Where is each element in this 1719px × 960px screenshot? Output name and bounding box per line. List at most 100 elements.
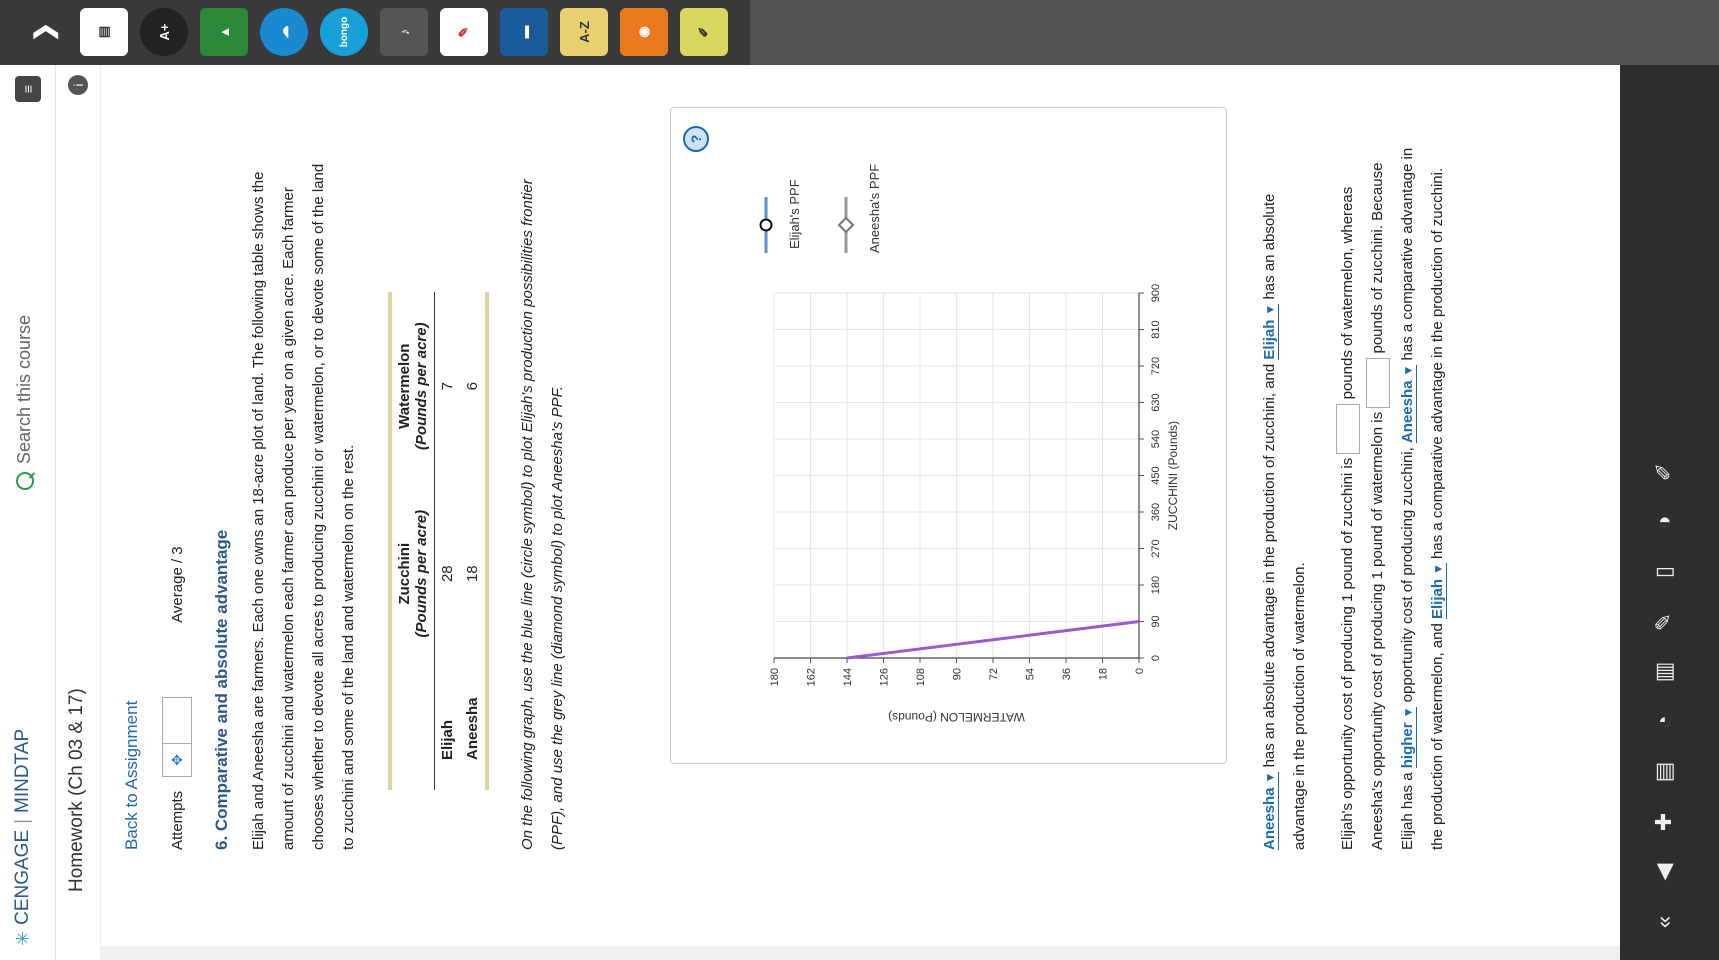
brand-logo[interactable]: ✳ CENGAGE | MINDTAP <box>12 729 34 946</box>
y-tick-label: 180 <box>769 668 781 686</box>
attempts-row: Attempts ✥ Average / 3 <box>162 130 192 850</box>
y-tick-label: 18 <box>1098 668 1110 680</box>
top-header: ✳ CENGAGE | MINDTAP Search this course ≡… <box>0 0 56 960</box>
cell-zucchini: 28 <box>439 565 456 583</box>
comparative-advantage-watermelon-dropdown[interactable]: Aneesha▼ <box>1399 364 1417 444</box>
legend-elijah-circle-icon <box>759 218 773 232</box>
x-tick-label: 360 <box>1150 503 1162 521</box>
flashcard-icon[interactable]: ✎ <box>1651 612 1676 632</box>
graph-instruction: On the following graph, use the blue lin… <box>519 179 566 850</box>
collapse-dock-icon[interactable]: ❯ <box>30 21 58 43</box>
comparative-advantage-zucchini-dropdown[interactable]: Elijah▼ <box>1429 563 1447 620</box>
y-tick-label: 36 <box>1061 668 1073 680</box>
brand-cengage: CENGAGE <box>12 829 33 925</box>
notebook-icon[interactable]: ≡ <box>14 76 41 102</box>
app-book-icon[interactable]: ▬ <box>500 8 548 56</box>
content-rail <box>100 946 1719 960</box>
absolute-advantage-sentence: Aneesha▼ has an absolute advantage in th… <box>1261 193 1308 850</box>
app-dock: ❯ ▤ A+ ▲ ☁ bongo ♪ ✎ ▬ A-Z ◉ ✐ <box>0 0 1719 65</box>
search-input[interactable]: Search this course <box>14 314 34 464</box>
x-tick-label: 450 <box>1150 466 1162 484</box>
back-to-assignment-link[interactable]: Back to Assignment <box>122 700 141 850</box>
y-tick-label: 54 <box>1025 668 1037 680</box>
y-tick-label: 0 <box>1134 668 1146 674</box>
app-drive-icon[interactable]: ▲ <box>200 8 248 56</box>
attempts-box: ✥ <box>162 696 192 777</box>
absolute-advantage-zucchini-dropdown[interactable]: Aneesha▼ <box>1261 771 1279 850</box>
legend-elijah-label: Elijah's PPF <box>787 179 802 249</box>
x-tick-label: 630 <box>1150 393 1162 411</box>
ppf-chart[interactable]: 0 90 180 270 360 450 540 630 720 810 900 0 18 36 54 72 9… <box>671 108 1226 763</box>
aneesha-oc-input[interactable] <box>1366 357 1391 408</box>
question-title: 6. Comparative and absolute advantage <box>212 529 231 850</box>
book-icon[interactable]: ▤ <box>1651 761 1676 783</box>
y-tick-label: 72 <box>988 668 1000 680</box>
ppf-graph-panel: ? 0 90 180 270 360 450 540 630 720 810 900 0 18 36 54 7… <box>670 107 1227 764</box>
x-tick-label: 90 <box>1150 615 1162 627</box>
higher-lower-dropdown[interactable]: higher▼ <box>1399 706 1417 769</box>
app-bongo-icon[interactable]: bongo <box>320 8 368 56</box>
dashboard-icon[interactable]: ◔ <box>1651 715 1676 729</box>
x-tick-label: 720 <box>1150 357 1162 375</box>
app-aplus-icon[interactable]: A+ <box>140 8 188 56</box>
average-label: Average / 3 <box>168 546 186 623</box>
x-tick-label: 810 <box>1150 320 1162 338</box>
attempt-empty-cell <box>163 698 191 743</box>
col-watermelon-header: Watermelon (Pounds per acre) <box>392 292 435 480</box>
absolute-advantage-watermelon-dropdown[interactable]: Elijah▼ <box>1261 303 1279 360</box>
app-audio-icon[interactable]: ♪ <box>380 8 428 56</box>
series-line <box>846 620 1140 660</box>
cengage-logo-icon: ✳ <box>12 930 33 946</box>
app-rss-icon[interactable]: ◉ <box>620 8 668 56</box>
readspeaker-icon[interactable]: ▥ <box>1651 661 1676 683</box>
row-name: Aneesha <box>464 697 481 760</box>
opportunity-cost-sentence: Elijah's opportunity cost of producing 1… <box>1333 130 1453 850</box>
x-tick-label: 270 <box>1150 539 1162 557</box>
answer-section: Aneesha▼ has an absolute advantage in th… <box>1255 130 1471 850</box>
notes-icon[interactable]: ✐ <box>1651 462 1676 482</box>
cell-watermelon: 6 <box>464 382 481 391</box>
puzzle-icon[interactable]: ✚ <box>1651 812 1676 832</box>
cell-zucchini: 18 <box>464 565 481 583</box>
app-cloud-icon[interactable]: ☁ <box>260 8 308 56</box>
elijah-oc-input[interactable] <box>1336 403 1361 454</box>
app-highlighter-icon[interactable]: ✐ <box>680 8 728 56</box>
x-tick-label: 540 <box>1150 430 1162 448</box>
brand-separator: | <box>12 818 33 824</box>
collapse-icon[interactable]: « <box>1651 915 1676 929</box>
bookmark-icon[interactable]: ▯ <box>1651 565 1676 579</box>
y-tick-label: 144 <box>842 668 854 686</box>
attempt-indicator-icon: ✥ <box>163 742 191 776</box>
col-zucchini-header: Zucchini (Pounds per acre) <box>392 479 435 668</box>
legend-aneesha-diamond-icon <box>837 216 855 234</box>
production-table: Zucchini (Pounds per acre) Watermelon (P… <box>388 292 489 790</box>
speedometer-icon[interactable]: ◑ <box>1651 515 1676 529</box>
y-tick-label: 162 <box>806 668 818 686</box>
left-tools-sidebar: « ◀ ✚ ▤ ◔ ▥ ✎ ▯ ◑ ✐ <box>1620 0 1719 960</box>
y-tick-label: 108 <box>915 668 927 686</box>
x-tick-label: 900 <box>1150 284 1162 302</box>
table-row: Elijah 28 7 <box>435 292 461 790</box>
question-content: Back to Assignment Attempts ✥ Average / … <box>122 130 573 850</box>
course-title: Homework (Ch 03 & 17) <box>66 688 87 892</box>
info-icon[interactable]: i <box>68 75 88 95</box>
brand-mindtap: MINDTAP <box>12 728 33 813</box>
app-pencil-icon[interactable]: ✎ <box>440 8 488 56</box>
cell-watermelon: 7 <box>439 382 456 391</box>
y-tick-label: 90 <box>952 668 964 680</box>
question-intro: Elijah and Aneesha are farmers. Each one… <box>250 163 357 850</box>
x-axis-label: ZUCCHINI (Pounds) <box>1166 421 1180 530</box>
app-notebook-icon[interactable]: ▤ <box>80 8 128 56</box>
y-tick-label: 126 <box>879 668 891 686</box>
table-row: Aneesha 18 6 <box>460 292 485 790</box>
row-name: Elijah <box>439 719 456 760</box>
app-az-icon[interactable]: A-Z <box>560 8 608 56</box>
announcement-icon[interactable]: ◀ <box>1651 863 1676 881</box>
x-tick-label: 180 <box>1150 576 1162 594</box>
table-corner <box>392 667 435 790</box>
legend-aneesha-label: Aneesha's PPF <box>867 164 882 253</box>
x-tick-label: 0 <box>1150 655 1162 661</box>
course-search[interactable]: Search this course <box>14 315 35 490</box>
search-icon <box>15 472 34 490</box>
